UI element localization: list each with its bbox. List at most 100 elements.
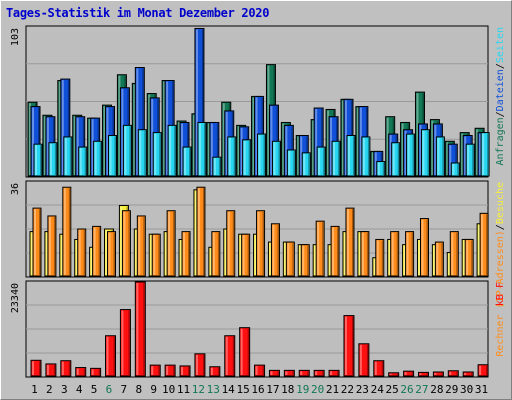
x-tick-label: 2: [46, 383, 53, 396]
bar-sites: [390, 231, 400, 277]
bar-kbytes: [328, 369, 340, 377]
legend-part-top-3: /: [495, 63, 506, 69]
x-tick-label: 25: [386, 383, 399, 396]
x-tick-label: 26: [400, 383, 413, 396]
bar-sites: [345, 207, 355, 277]
x-tick-label: 7: [121, 383, 128, 396]
bar-sites: [315, 220, 325, 277]
bar-pages: [197, 121, 207, 177]
bar-pages: [271, 140, 281, 177]
legend-part-top-1: /: [495, 111, 506, 117]
bar-sites: [464, 238, 474, 277]
x-tick-label: 12: [192, 383, 205, 396]
bar-pages: [286, 149, 296, 177]
bar-pages: [480, 132, 490, 177]
bar-kbytes: [447, 370, 459, 377]
bar-sites: [47, 215, 57, 277]
legend-part-top-2: Dateien: [495, 69, 506, 111]
x-tick-label: 11: [177, 383, 190, 396]
x-tick-label: 16: [251, 383, 264, 396]
x-tick-label: 5: [91, 383, 98, 396]
bar-sites: [181, 231, 191, 277]
bar-sites: [77, 228, 87, 277]
bar-pages: [212, 156, 222, 177]
legend-part-middle-0: Rechner (IP-Adressen): [495, 230, 506, 356]
bar-kbytes: [30, 359, 42, 377]
bar-pages: [227, 136, 237, 177]
bar-sites: [256, 210, 266, 277]
bar-sites: [241, 233, 251, 277]
x-tick-label: 24: [371, 383, 385, 396]
bar-kbytes: [283, 369, 295, 377]
bar-pages: [435, 136, 445, 177]
bar-pages: [108, 134, 118, 177]
bar-sites: [375, 238, 385, 277]
right-legend-bottom: kB F: [495, 282, 506, 306]
bar-kbytes: [239, 327, 251, 377]
bar-sites: [449, 231, 459, 277]
bar-sites: [226, 210, 236, 277]
bar-sites: [479, 212, 489, 277]
bar-sites: [62, 186, 72, 277]
bar-sites: [419, 218, 429, 277]
bar-pages: [301, 152, 311, 177]
bar-kbytes: [358, 343, 370, 377]
bar-pages: [137, 129, 147, 177]
bar-kbytes: [388, 372, 400, 377]
bar-kbytes: [164, 364, 176, 377]
bar-pages: [257, 133, 267, 177]
bar-kbytes: [224, 335, 236, 377]
bar-kbytes: [45, 363, 57, 377]
bar-kbytes: [149, 364, 161, 377]
x-tick-label: 29: [445, 383, 458, 396]
x-tick-label: 10: [162, 383, 175, 396]
x-tick-label: 21: [326, 383, 339, 396]
bar-kbytes: [179, 365, 191, 377]
bar-pages: [316, 146, 326, 177]
bar-sites: [107, 231, 117, 277]
bar-kbytes: [268, 369, 280, 377]
bar-pages: [465, 143, 475, 177]
right-legend-top: Anfragen/Dateien/Seiten: [495, 27, 506, 166]
bar-pages: [376, 161, 386, 177]
bar-pages: [93, 140, 103, 177]
bar-sites: [405, 231, 415, 277]
bar-kbytes: [313, 369, 325, 377]
right-legend-middle: Rechner (IP-Adressen)/Besuche: [495, 182, 506, 357]
x-tick-label: 31: [475, 383, 488, 396]
bar-kbytes: [343, 315, 355, 377]
bar-pages: [420, 129, 430, 177]
legend-part-middle-2: Besuche: [495, 182, 506, 224]
bar-pages: [48, 142, 58, 177]
x-tick-label: 27: [415, 383, 428, 396]
x-tick-label: 20: [311, 383, 324, 396]
bar-pages: [63, 136, 73, 177]
bar-sites: [360, 231, 370, 277]
bar-sites: [92, 225, 102, 277]
bar-sites: [330, 225, 340, 277]
x-tick-label: 22: [341, 383, 354, 396]
x-tick-label: 1: [31, 383, 38, 396]
bar-sites: [136, 215, 146, 277]
bar-sites: [166, 210, 176, 277]
bar-pages: [167, 124, 177, 177]
bar-sites: [434, 241, 444, 277]
bar-pages: [122, 124, 132, 177]
bar-pages: [346, 134, 356, 177]
chart-title: Tages-Statistik im Monat Dezember 2020: [6, 6, 270, 20]
legend-part-bottom-0: kB F: [495, 282, 506, 306]
bar-kbytes: [403, 370, 415, 377]
bar-pages: [391, 142, 401, 177]
x-tick-label: 19: [296, 383, 309, 396]
x-tick-label: 23: [356, 383, 369, 396]
bar-kbytes: [60, 360, 72, 377]
x-tick-label: 28: [430, 383, 443, 396]
bar-kbytes: [134, 281, 146, 377]
y-max-label-top: 103: [10, 28, 21, 46]
bar-pages: [331, 140, 341, 177]
bar-sites: [270, 223, 280, 277]
y-max-label-middle: 36: [10, 183, 21, 195]
bar-kbytes: [119, 309, 131, 377]
x-tick-label: 15: [236, 383, 249, 396]
